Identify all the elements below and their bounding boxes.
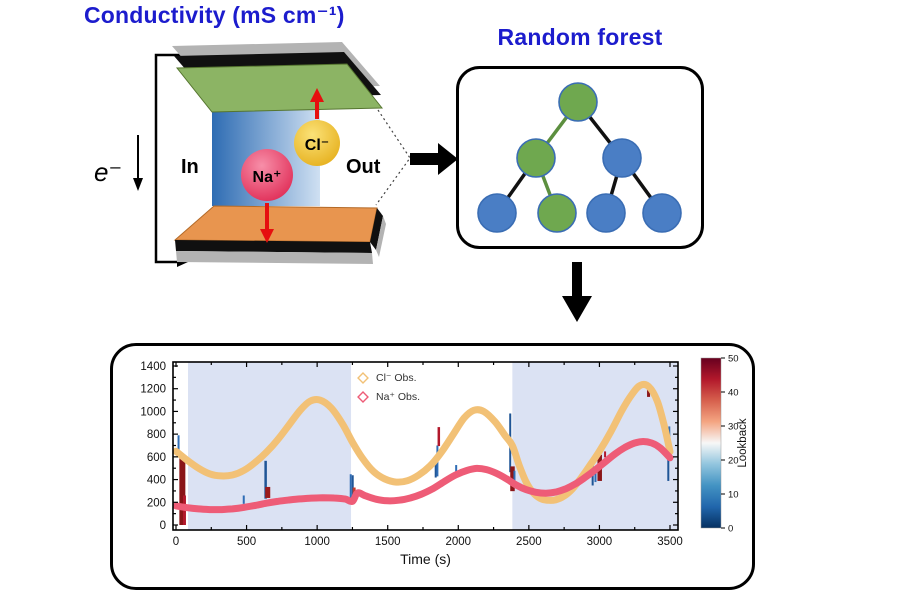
random-forest-diagram bbox=[456, 66, 704, 249]
x-tick-label: 500 bbox=[237, 536, 256, 548]
y-tick-label: 1400 bbox=[140, 361, 166, 373]
tree-node-green bbox=[516, 138, 556, 178]
y-tick-label: 0 bbox=[160, 520, 166, 532]
tree-node-blue bbox=[602, 138, 642, 178]
chart-legend: Cl⁻ Obs. Na⁺ Obs. bbox=[357, 372, 420, 403]
outflow-chevron-icon bbox=[375, 109, 411, 206]
x-tick-label: 2000 bbox=[445, 536, 471, 548]
bottom-electrode-gray-layer bbox=[176, 251, 373, 264]
circuit-wire bbox=[154, 53, 186, 264]
colorbar-gradient bbox=[700, 357, 722, 529]
x-tick-label: 1500 bbox=[375, 536, 401, 548]
tree-node-green bbox=[558, 82, 598, 122]
electron-label: e⁻ bbox=[94, 157, 122, 187]
chart-panel: Time (s) 0 500 1000 1500 2000 2500 3000 3500 0 200… bbox=[110, 343, 755, 590]
na-ion-label: Na⁺ bbox=[253, 169, 282, 186]
bottom-electrode-black-edge bbox=[370, 208, 383, 250]
random-forest-title: Random forest bbox=[497, 24, 663, 50]
x-axis-label: Time (s) bbox=[400, 551, 451, 567]
colorbar-tick-label: 40 bbox=[728, 388, 739, 399]
bottom-electrode-orange-face bbox=[173, 205, 378, 243]
x-tick-label: 1000 bbox=[304, 536, 330, 548]
out-label: Out bbox=[346, 156, 381, 178]
na-ion-ball bbox=[241, 149, 293, 201]
electron-arrowhead-icon bbox=[133, 178, 143, 191]
x-tick-label: 2500 bbox=[516, 536, 542, 548]
arrow-right-icon bbox=[410, 143, 458, 175]
conductivity-chart: Time (s)0 500 1000 1500 2000 2500 3000 35000200… bbox=[140, 354, 749, 568]
in-label: In bbox=[181, 156, 199, 178]
colorbar-tick-label: 50 bbox=[728, 354, 739, 365]
x-tick-label: 3500 bbox=[657, 536, 683, 548]
legend-label: Cl⁻ Obs. bbox=[376, 372, 417, 384]
cl-arrowhead-icon bbox=[310, 88, 324, 102]
colorbar-axis-label: Lookback bbox=[737, 418, 749, 467]
y-tick-label: 800 bbox=[147, 429, 166, 441]
y-tick-label: 400 bbox=[147, 475, 166, 487]
tree-node-blue bbox=[642, 193, 682, 233]
legend-label: Na⁺ Obs. bbox=[376, 391, 420, 403]
cl-ion-label: Cl⁻ bbox=[305, 137, 329, 154]
conductivity-title: Conductivity (mS cm⁻¹) bbox=[84, 2, 345, 28]
colorbar-tick-label: 10 bbox=[728, 490, 739, 501]
tree-node-blue bbox=[477, 193, 517, 233]
x-tick-label: 0 bbox=[173, 536, 179, 548]
na-arrowhead-icon bbox=[260, 229, 274, 243]
top-electrode bbox=[172, 42, 384, 113]
cl-ion-ball bbox=[294, 120, 340, 166]
bottom-electrode bbox=[173, 205, 386, 264]
bottom-electrode-gray-edge bbox=[376, 216, 386, 257]
legend-marker-icon bbox=[357, 391, 369, 403]
top-electrode-green-face bbox=[175, 63, 384, 113]
colorbar-tick-label: 20 bbox=[728, 456, 739, 467]
series-line bbox=[172, 438, 674, 514]
legend-marker-icon bbox=[357, 372, 369, 384]
forest-box bbox=[456, 66, 704, 249]
chart-ticks: 0 500 1000 1500 2000 2500 3000 3500 0 200 400 600 80… bbox=[140, 361, 682, 548]
tree-nodes bbox=[477, 82, 682, 233]
y-tick-label: 600 bbox=[147, 452, 166, 464]
arrow-down-icon bbox=[562, 262, 592, 322]
bottom-electrode-black-layer bbox=[175, 240, 372, 253]
tree-node-blue bbox=[586, 193, 626, 233]
chart-colorbar: 0 10 20 30 40 50 Lookback bbox=[700, 354, 749, 535]
tree-node-green bbox=[537, 193, 577, 233]
y-tick-label: 200 bbox=[147, 497, 166, 509]
y-tick-label: 1200 bbox=[140, 384, 166, 396]
x-tick-label: 3000 bbox=[587, 536, 613, 548]
y-tick-label: 1000 bbox=[140, 406, 166, 418]
colorbar-tick-label: 30 bbox=[728, 422, 739, 433]
chart-series bbox=[172, 380, 674, 514]
electrochemical-cell-diagram: e⁻ In Out Cl⁻ Na⁺ bbox=[94, 42, 411, 267]
colorbar-tick-label: 0 bbox=[728, 524, 733, 535]
series-line bbox=[172, 380, 674, 504]
